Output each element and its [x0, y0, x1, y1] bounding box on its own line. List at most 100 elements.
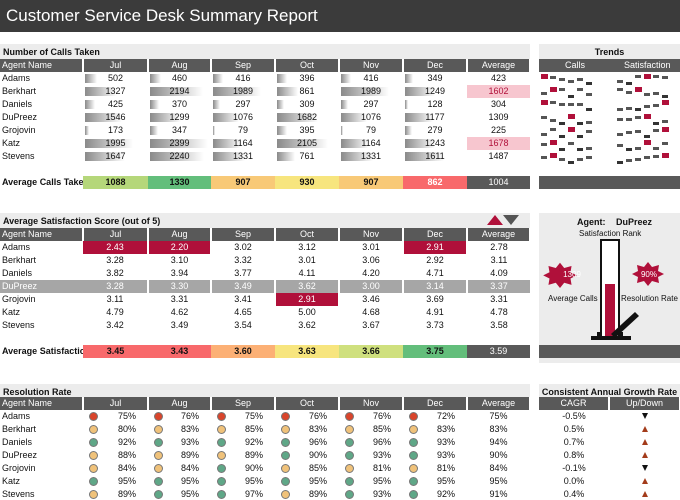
status-dot-icon — [217, 425, 226, 434]
table-row: -0.1% — [539, 462, 680, 475]
table-row: Daniels 92% 93% 92% 96% 96% 93% 94% — [0, 436, 530, 449]
calls-value: 347 — [171, 125, 188, 135]
calls-value: 1995 — [105, 138, 126, 148]
resolution-value: 75% — [117, 411, 136, 421]
table-row: Berkhart 80% 83% 85% 83% 85% 83% 83% — [0, 423, 530, 436]
sparkline-mark — [626, 82, 632, 85]
satisfaction-average-value: 4.78 — [490, 307, 508, 317]
table-row: Stevens 1647 2240 1331 761 1331 1611 1487 — [0, 150, 530, 163]
calls-data-bar — [85, 87, 117, 96]
cagr-value: -0.5% — [562, 411, 586, 421]
calls-data-bar — [150, 87, 203, 96]
resolution-month-header: Sep — [211, 397, 276, 410]
sparkline-mark — [644, 74, 651, 79]
status-dot-icon — [89, 477, 98, 486]
calls-cell: 1546 — [83, 111, 148, 124]
updown-cell — [609, 488, 680, 500]
calls-data-bar — [405, 139, 435, 148]
table-row[interactable]: Berkhart 3.28 3.10 3.32 3.01 3.06 2.92 3.11 — [0, 254, 530, 267]
trends-satisfaction-label: Satisfaction — [624, 60, 671, 70]
calls-month-header: Nov — [339, 59, 404, 72]
resolution-value: 80% — [117, 424, 136, 434]
status-dot-icon — [345, 438, 354, 447]
satisfaction-value: 3.01 — [275, 254, 340, 267]
calls-value: 297 — [235, 99, 251, 109]
calls-data-bar — [341, 74, 351, 83]
sparkline-mark — [626, 130, 632, 134]
sparkline-mark — [635, 158, 641, 162]
sparkline-mark — [617, 108, 623, 112]
resolution-value: 90% — [308, 450, 327, 460]
average-satisfaction-label: Average Satisfaction — [2, 346, 83, 356]
sparkline-mark — [559, 134, 565, 138]
cagr-value: 0.5% — [563, 424, 585, 434]
calls-cell: 370 — [148, 98, 211, 111]
report-title: Customer Service Desk Summary Report — [0, 0, 680, 32]
calls-data-bar — [85, 113, 122, 122]
calls-cell: 416 — [339, 72, 403, 85]
calls-value: 1989 — [232, 86, 254, 96]
table-row[interactable]: Adams 2.43 2.20 3.02 3.12 3.01 2.91 2.78 — [0, 241, 530, 254]
resolution-value: 93% — [372, 489, 391, 499]
table-row[interactable]: Katz 4.79 4.62 4.65 5.00 4.68 4.91 4.78 — [0, 306, 530, 319]
calls-cell: 279 — [403, 124, 467, 137]
calls-cell: 173 — [83, 124, 148, 137]
calls-month-average: 1088 — [83, 176, 148, 189]
calls-average-value: 1487 — [488, 151, 509, 161]
trends-calls-label: Calls — [565, 60, 586, 70]
calls-value: 861 — [299, 86, 315, 96]
calls-cell: 1243 — [403, 137, 467, 150]
sparkline-mark — [662, 126, 669, 132]
agent-name: Katz — [2, 476, 21, 486]
status-dot-icon — [89, 412, 98, 421]
resolution-cell: 88% — [83, 449, 148, 462]
resolution-value: 95% — [436, 476, 455, 486]
calls-cell: 425 — [83, 98, 148, 111]
table-row: 0.4% — [539, 488, 680, 500]
table-row[interactable]: DuPreez 3.28 3.30 3.49 3.62 3.00 3.14 3.37 — [0, 280, 530, 293]
calls-data-bar — [213, 139, 241, 148]
satisfaction-value: 2.92 — [403, 254, 468, 267]
calls-cell: 460 — [148, 72, 211, 85]
arrow-up-icon — [641, 426, 648, 432]
agent-name: Stevens — [2, 320, 35, 330]
calls-cell: 761 — [275, 150, 339, 163]
status-dot-icon — [409, 490, 418, 499]
satisfaction-month-average: 3.75 — [403, 345, 467, 358]
calls-value: 1076 — [360, 112, 382, 122]
calls-table: Agent Name Jul Aug Sep Oct Nov Dec Average Adam… — [0, 59, 531, 163]
sort-arrows-icon[interactable] — [485, 213, 521, 227]
table-row[interactable]: Grojovin 3.11 3.31 3.41 2.91 3.46 3.69 3.31 — [0, 293, 530, 306]
calls-month-average: 862 — [403, 176, 467, 189]
status-dot-icon — [89, 464, 98, 473]
calls-sparkline — [541, 153, 595, 165]
agent-name[interactable]: DuPreez — [616, 217, 653, 227]
trends-section-band — [539, 44, 680, 60]
sparkline-mark — [586, 129, 592, 133]
satisfaction-value: 3.62 — [275, 280, 340, 293]
status-dot-icon — [281, 464, 290, 473]
resolution-cell: 83% — [275, 423, 339, 436]
resolution-cell: 90% — [275, 449, 339, 462]
calls-cell: 1177 — [403, 111, 467, 124]
calls-data-bar — [341, 139, 369, 148]
calls-value: 416 — [363, 73, 379, 83]
calls-cell: 1327 — [83, 85, 148, 98]
satisfaction-value: 3.49 — [211, 280, 276, 293]
calls-cell: 1331 — [211, 150, 275, 163]
sparkline-mark — [586, 120, 592, 124]
calls-data-bar — [341, 152, 373, 161]
status-dot-icon — [409, 451, 418, 460]
satisfaction-rank-label: Satisfaction Rank — [579, 229, 642, 238]
resolution-value: 92% — [117, 437, 136, 447]
table-row[interactable]: Daniels 3.82 3.94 3.77 4.11 4.20 4.71 4.09 — [0, 267, 530, 280]
satisfaction-value: 3.28 — [83, 280, 149, 293]
satisfaction-month-average: 3.60 — [211, 345, 275, 358]
calls-data-bar — [277, 100, 284, 109]
table-row: Stevens 89% 95% 97% 89% 93% 92% 91% — [0, 488, 530, 500]
resolution-cell: 95% — [148, 488, 211, 500]
calls-data-bar — [213, 113, 239, 122]
status-dot-icon — [217, 490, 226, 499]
resolution-value: 93% — [180, 437, 199, 447]
table-row[interactable]: Stevens 3.42 3.49 3.54 3.62 3.67 3.73 3.58 — [0, 319, 530, 332]
